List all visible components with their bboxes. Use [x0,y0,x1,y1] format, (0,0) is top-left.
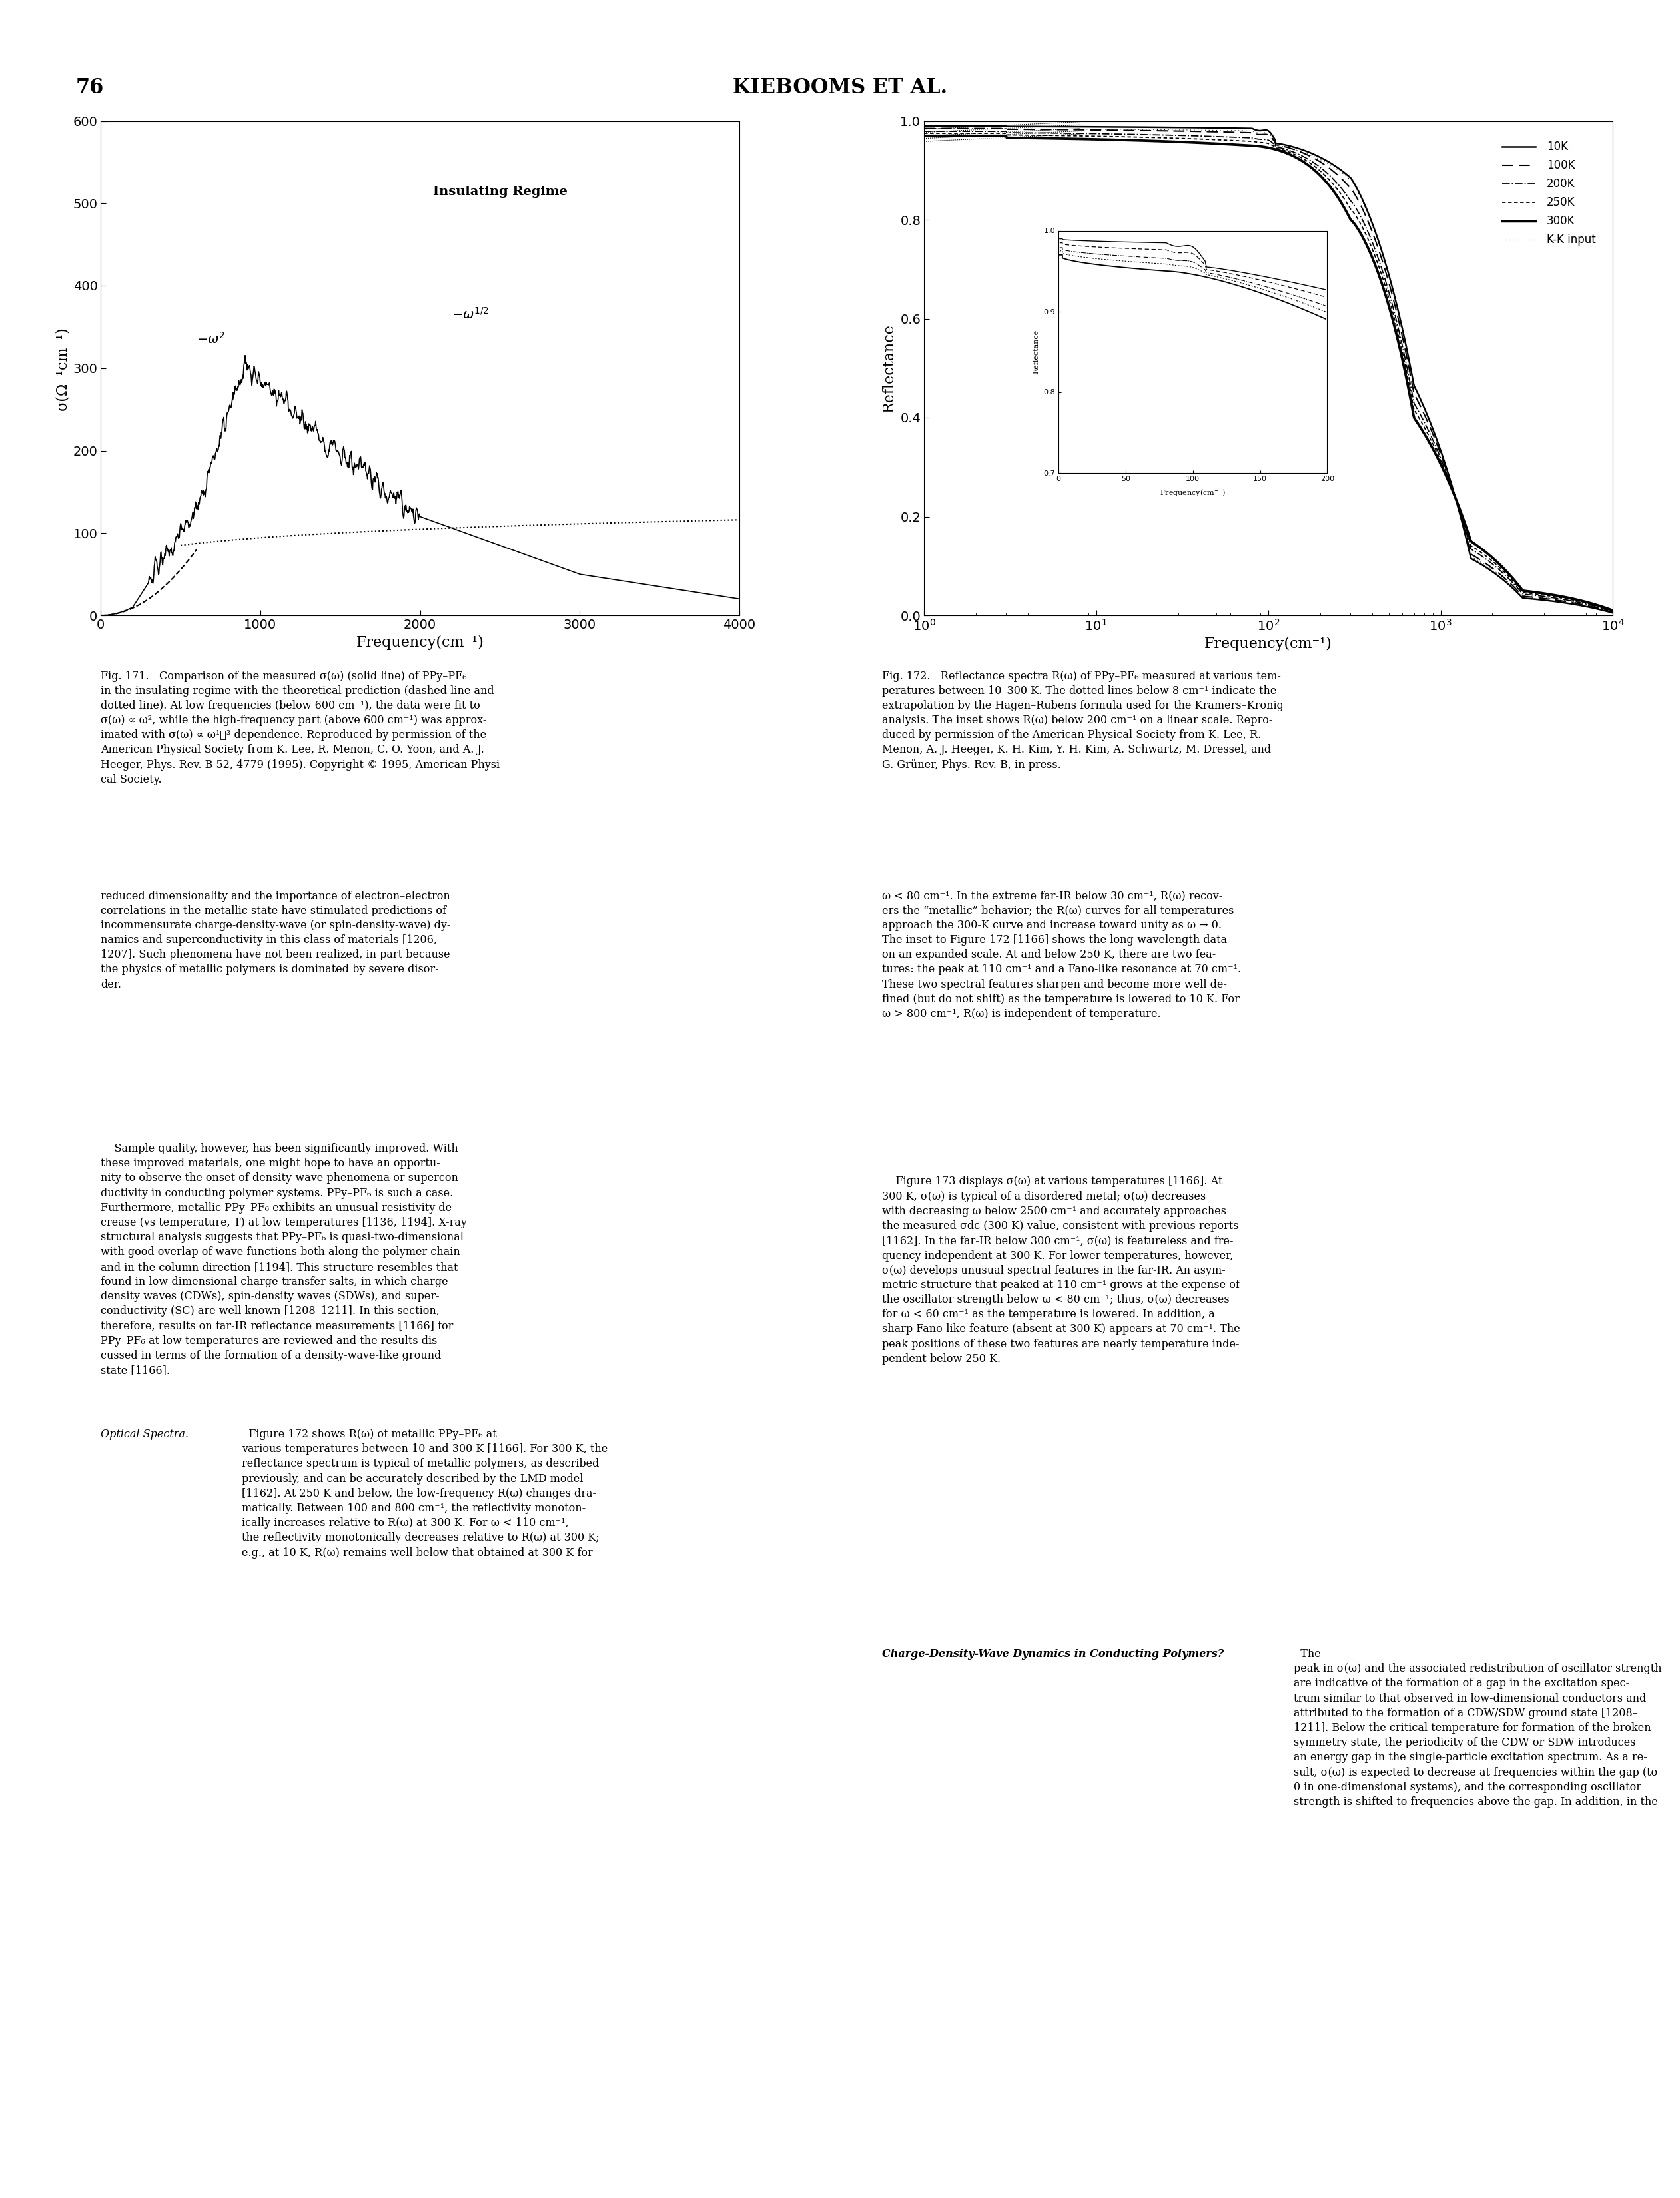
Text: Sample quality, however, has been significantly improved. With
these improved ma: Sample quality, however, has been signif… [101,1143,467,1376]
X-axis label: Frequency(cm⁻¹): Frequency(cm⁻¹) [1205,637,1332,651]
Text: Optical Spectra.: Optical Spectra. [101,1429,188,1440]
Y-axis label: σ(Ω⁻¹cm⁻¹): σ(Ω⁻¹cm⁻¹) [54,325,69,411]
Text: $-\omega^{1/2}$: $-\omega^{1/2}$ [452,308,489,321]
Text: 76: 76 [76,77,104,97]
Text: KIEBOOMS ET AL.: KIEBOOMS ET AL. [732,77,948,97]
Text: Fig. 171.   Comparison of the measured σ(ω) (solid line) of PPy–PF₆
in the insul: Fig. 171. Comparison of the measured σ(ω… [101,670,504,785]
Text: The
peak in σ(ω) and the associated redistribution of oscillator strength
are in: The peak in σ(ω) and the associated redi… [1294,1648,1662,1807]
Text: $-\omega^2$: $-\omega^2$ [197,332,225,345]
Text: Insulating Regime: Insulating Regime [433,187,568,198]
Legend: 10K, 100K, 200K, 250K, 300K, K-K input: 10K, 100K, 200K, 250K, 300K, K-K input [1499,136,1601,251]
X-axis label: Frequency(cm$^{-1}$): Frequency(cm$^{-1}$) [1159,486,1226,499]
Y-axis label: Reflectance: Reflectance [882,323,897,413]
Text: Figure 172 shows R(ω) of metallic PPy–PF₆ at
various temperatures between 10 and: Figure 172 shows R(ω) of metallic PPy–PF… [242,1429,608,1558]
Text: Figure 173 displays σ(ω) at various temperatures [1166]. At
300 K, σ(ω) is typic: Figure 173 displays σ(ω) at various temp… [882,1176,1240,1365]
Text: Charge-Density-Wave Dynamics in Conducting Polymers?: Charge-Density-Wave Dynamics in Conducti… [882,1648,1223,1659]
Text: ω < 80 cm⁻¹. In the extreme far-IR below 30 cm⁻¹, R(ω) recov-
ers the “metallic”: ω < 80 cm⁻¹. In the extreme far-IR below… [882,890,1242,1020]
X-axis label: Frequency(cm⁻¹): Frequency(cm⁻¹) [356,635,484,651]
Text: Fig. 172.   Reflectance spectra R(ω) of PPy–PF₆ measured at various tem-
peratur: Fig. 172. Reflectance spectra R(ω) of PP… [882,670,1284,771]
Text: reduced dimensionality and the importance of electron–electron
correlations in t: reduced dimensionality and the importanc… [101,890,450,991]
Y-axis label: Reflectance: Reflectance [1033,330,1040,374]
